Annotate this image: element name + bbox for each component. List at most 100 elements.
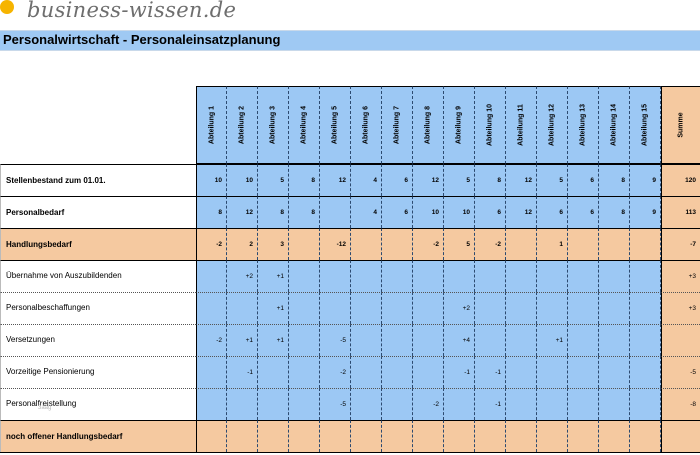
table-cell[interactable] <box>475 260 506 292</box>
table-cell[interactable]: 9 <box>630 196 661 228</box>
table-cell[interactable] <box>258 388 289 420</box>
table-cell[interactable] <box>506 388 537 420</box>
table-cell[interactable] <box>506 260 537 292</box>
table-cell[interactable]: 12 <box>227 196 258 228</box>
table-cell[interactable] <box>196 260 227 292</box>
table-cell[interactable] <box>289 324 320 356</box>
table-cell[interactable]: 10 <box>413 196 444 228</box>
sum-cell[interactable]: 113 <box>661 196 700 228</box>
table-cell[interactable]: 10 <box>444 196 475 228</box>
table-cell[interactable] <box>599 292 630 324</box>
table-cell[interactable]: 6 <box>568 196 599 228</box>
table-cell[interactable] <box>289 292 320 324</box>
sum-cell[interactable] <box>661 324 700 356</box>
table-cell[interactable] <box>413 324 444 356</box>
table-cell[interactable] <box>227 388 258 420</box>
table-cell[interactable] <box>351 356 382 388</box>
table-cell[interactable]: -2 <box>196 324 227 356</box>
table-cell[interactable] <box>568 356 599 388</box>
table-cell[interactable]: +1 <box>258 260 289 292</box>
table-cell[interactable] <box>289 388 320 420</box>
table-cell[interactable]: -5 <box>320 324 351 356</box>
table-cell[interactable] <box>599 228 630 260</box>
table-cell[interactable]: +1 <box>258 324 289 356</box>
table-cell[interactable] <box>227 420 258 452</box>
table-cell[interactable]: 9 <box>630 164 661 196</box>
table-cell[interactable] <box>537 260 568 292</box>
sum-cell[interactable]: -8 <box>661 388 700 420</box>
site-logo[interactable]: business-wissen.de <box>27 0 237 22</box>
table-cell[interactable] <box>630 324 661 356</box>
table-cell[interactable] <box>320 260 351 292</box>
table-cell[interactable]: +2 <box>444 292 475 324</box>
table-cell[interactable] <box>382 260 413 292</box>
table-cell[interactable] <box>351 228 382 260</box>
sum-cell[interactable]: -5 <box>661 356 700 388</box>
table-cell[interactable]: 8 <box>599 196 630 228</box>
table-cell[interactable] <box>196 356 227 388</box>
table-cell[interactable] <box>258 420 289 452</box>
table-cell[interactable]: 2 <box>227 228 258 260</box>
sum-cell[interactable]: -7 <box>661 228 700 260</box>
table-cell[interactable] <box>382 228 413 260</box>
table-cell[interactable] <box>289 228 320 260</box>
table-cell[interactable] <box>630 420 661 452</box>
table-cell[interactable] <box>258 356 289 388</box>
table-cell[interactable]: 6 <box>537 196 568 228</box>
table-cell[interactable]: -1 <box>444 356 475 388</box>
table-cell[interactable] <box>568 228 599 260</box>
table-cell[interactable]: 8 <box>289 196 320 228</box>
table-cell[interactable] <box>568 388 599 420</box>
table-cell[interactable]: 6 <box>382 164 413 196</box>
table-cell[interactable] <box>568 324 599 356</box>
table-cell[interactable] <box>444 420 475 452</box>
table-cell[interactable] <box>413 260 444 292</box>
table-cell[interactable] <box>599 388 630 420</box>
table-cell[interactable] <box>196 420 227 452</box>
table-cell[interactable] <box>196 388 227 420</box>
table-cell[interactable]: -2 <box>196 228 227 260</box>
table-cell[interactable] <box>320 292 351 324</box>
sum-cell[interactable]: +3 <box>661 260 700 292</box>
table-cell[interactable]: 8 <box>289 164 320 196</box>
table-cell[interactable]: 12 <box>413 164 444 196</box>
table-cell[interactable]: +1 <box>227 324 258 356</box>
table-cell[interactable]: -2 <box>413 388 444 420</box>
table-cell[interactable] <box>630 388 661 420</box>
table-cell[interactable] <box>444 388 475 420</box>
table-cell[interactable]: 12 <box>506 164 537 196</box>
table-cell[interactable] <box>506 420 537 452</box>
table-cell[interactable]: -2 <box>475 228 506 260</box>
table-cell[interactable] <box>537 388 568 420</box>
table-cell[interactable]: -2 <box>413 228 444 260</box>
table-cell[interactable]: 4 <box>351 164 382 196</box>
table-cell[interactable] <box>351 324 382 356</box>
table-cell[interactable] <box>351 292 382 324</box>
table-cell[interactable]: 10 <box>227 164 258 196</box>
table-cell[interactable]: 4 <box>351 196 382 228</box>
table-cell[interactable]: 5 <box>258 164 289 196</box>
table-cell[interactable] <box>413 292 444 324</box>
table-cell[interactable] <box>196 292 227 324</box>
table-cell[interactable] <box>475 292 506 324</box>
table-cell[interactable]: 1 <box>537 228 568 260</box>
table-cell[interactable] <box>320 420 351 452</box>
table-cell[interactable]: 5 <box>444 164 475 196</box>
table-cell[interactable]: +1 <box>537 324 568 356</box>
table-cell[interactable] <box>506 228 537 260</box>
table-cell[interactable]: 6 <box>568 164 599 196</box>
table-cell[interactable] <box>413 356 444 388</box>
table-cell[interactable] <box>506 324 537 356</box>
table-cell[interactable] <box>475 420 506 452</box>
table-cell[interactable] <box>630 228 661 260</box>
table-cell[interactable] <box>599 420 630 452</box>
table-cell[interactable]: 12 <box>506 196 537 228</box>
table-cell[interactable] <box>382 388 413 420</box>
table-cell[interactable]: 5 <box>537 164 568 196</box>
table-cell[interactable] <box>599 324 630 356</box>
table-cell[interactable]: 8 <box>599 164 630 196</box>
table-cell[interactable] <box>382 420 413 452</box>
table-cell[interactable] <box>506 356 537 388</box>
table-cell[interactable]: 12 <box>320 164 351 196</box>
table-cell[interactable] <box>289 260 320 292</box>
